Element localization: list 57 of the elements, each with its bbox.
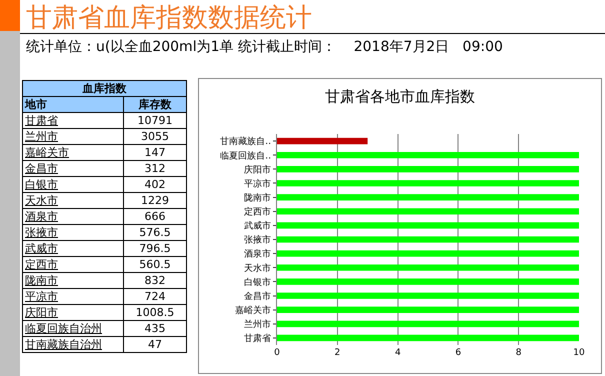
y-tick-label: 天水市 xyxy=(244,262,272,274)
category-label: 甘肃省 xyxy=(22,112,124,128)
category-label: 庆阳市 xyxy=(22,304,124,320)
category-label: 金昌市 xyxy=(22,160,124,176)
data-label: 666 xyxy=(124,208,186,224)
y-tick-label: 定西市 xyxy=(244,206,272,218)
x-tick-label: 10 xyxy=(573,348,585,358)
y-tick-label: 陇南市 xyxy=(244,192,272,204)
data-label: 312 xyxy=(124,160,186,176)
category-label: 武威市 xyxy=(22,240,124,256)
y-tick-label: 张掖市 xyxy=(244,234,272,246)
category-label: 白银市 xyxy=(22,176,124,192)
y-tick-label: 酒泉市 xyxy=(244,248,272,260)
data-label: 1008.5 xyxy=(124,304,186,320)
category-label: 平凉市 xyxy=(22,288,124,304)
x-tick-label: 0 xyxy=(274,348,280,358)
y-tick-label: 庆阳市 xyxy=(244,164,272,176)
y-tick-label: 金昌市 xyxy=(244,290,272,302)
data-label: 576.5 xyxy=(124,224,186,240)
data-label: 10791 xyxy=(124,112,186,128)
data-label: 3055 xyxy=(124,128,186,144)
data-label: 47 xyxy=(124,336,186,352)
x-tick-label: 4 xyxy=(394,348,401,358)
chart-title: 甘肃省各地市血库指数 xyxy=(325,87,475,106)
y-tick-label: 嘉峪关市 xyxy=(235,304,272,316)
data-label: 147 xyxy=(124,144,186,160)
category-label: 陇南市 xyxy=(22,272,124,288)
category-label: 甘南藏族自治州 xyxy=(22,336,124,352)
category-label: 天水市 xyxy=(22,192,124,208)
category-label: 张掖市 xyxy=(22,224,124,240)
y-tick-label: 武威市 xyxy=(244,220,272,232)
x-tick-label: 6 xyxy=(455,348,462,358)
data-label: 724 xyxy=(124,288,186,304)
text: 库存数 xyxy=(124,96,186,112)
category-label: 兰州市 xyxy=(22,128,124,144)
text: 血库指数 xyxy=(22,80,186,96)
data-label: 560.5 xyxy=(124,256,186,272)
category-label: 临夏回族自治州 xyxy=(22,320,124,336)
text: 甘肃省血库指数数据统计 xyxy=(26,2,312,35)
y-tick-label: 兰州市 xyxy=(244,319,272,330)
text: 统计单位：u(以全血200ml为1单 统计截止时间： 2018年7月2日 09:00 xyxy=(26,38,503,56)
category-label: 嘉峪关市 xyxy=(22,144,124,160)
category-label: 酒泉市 xyxy=(22,208,124,224)
y-tick-label: 白银市 xyxy=(244,276,272,288)
y-tick-label: 甘南藏族自‥ xyxy=(220,136,272,148)
y-tick-label: 临夏回族自‥ xyxy=(220,150,272,162)
x-tick-label: 8 xyxy=(516,348,522,358)
data-label: 832 xyxy=(124,272,186,288)
data-label: 402 xyxy=(124,176,186,192)
text: 地市 xyxy=(22,96,124,112)
data-label: 796.5 xyxy=(124,240,186,256)
data-label: 1229 xyxy=(124,192,186,208)
data-label: 435 xyxy=(124,320,186,336)
y-tick-label: 甘肃省 xyxy=(244,333,272,344)
category-label: 定西市 xyxy=(22,256,124,272)
x-tick-label: 2 xyxy=(334,348,340,358)
y-tick-label: 平凉市 xyxy=(244,178,272,190)
